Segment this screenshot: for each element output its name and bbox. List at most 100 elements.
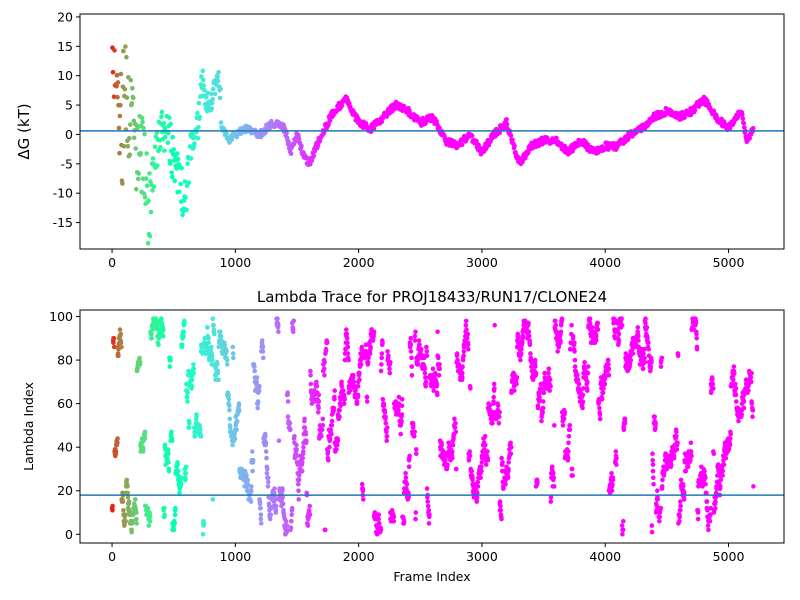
lambda-point xyxy=(226,392,231,398)
lambda-point xyxy=(267,516,273,522)
lambda-point xyxy=(619,316,624,322)
lambda-point xyxy=(183,464,189,470)
lambda-point xyxy=(483,442,488,448)
lambda-point xyxy=(355,392,361,398)
delta-g-point xyxy=(218,86,223,92)
lambda-point xyxy=(168,357,173,363)
lambda-point xyxy=(593,338,599,343)
lambda-point xyxy=(380,397,386,402)
lambda-point xyxy=(115,440,120,446)
lambda-point xyxy=(567,427,573,433)
delta-g-point xyxy=(145,240,151,246)
lambda-point xyxy=(515,336,521,341)
lambda-point xyxy=(344,331,350,337)
lambda-point xyxy=(182,320,187,326)
lambda-point xyxy=(185,399,190,404)
lambda-point xyxy=(425,503,431,509)
lambda-point xyxy=(316,399,322,404)
lambda-point xyxy=(387,370,393,376)
delta-g-point xyxy=(117,113,123,119)
lambda-point xyxy=(733,381,738,387)
lambda-point xyxy=(300,460,305,465)
lambda-point xyxy=(681,490,687,496)
lambda-point xyxy=(258,512,264,517)
lambda-point xyxy=(289,505,295,511)
lambda-point xyxy=(359,344,365,350)
lambda-point xyxy=(189,377,195,383)
lambda-point xyxy=(154,322,160,328)
lambda-point xyxy=(660,477,665,483)
lambda-point xyxy=(186,425,192,430)
lambda-point xyxy=(585,379,590,385)
lambda-point xyxy=(273,503,279,509)
lambda-point xyxy=(386,353,391,359)
lambda-point xyxy=(527,342,533,348)
lambda-point xyxy=(299,468,305,474)
lambda-point xyxy=(283,518,289,524)
lambda-point xyxy=(642,360,648,365)
lambda-point xyxy=(474,499,480,504)
lambda-point xyxy=(118,340,124,346)
lambda-point xyxy=(292,434,297,439)
lambda-point xyxy=(345,340,350,346)
y-tick-label: 10 xyxy=(57,68,73,83)
lambda-point xyxy=(741,399,747,404)
lambda-point xyxy=(111,340,116,346)
y-tick-label: 5 xyxy=(65,98,73,113)
lambda-point xyxy=(708,505,713,511)
lambda-point xyxy=(726,447,732,452)
delta-g-point xyxy=(136,171,141,176)
lambda-point xyxy=(585,364,591,369)
lambda-point xyxy=(582,360,587,365)
lambda-point xyxy=(597,412,603,417)
lambda-point xyxy=(585,370,591,376)
lambda-point xyxy=(378,527,384,533)
lambda-point xyxy=(565,455,571,461)
lambda-point xyxy=(520,340,525,346)
lambda-point xyxy=(384,434,390,439)
lambda-point xyxy=(250,458,256,463)
lambda-point xyxy=(704,490,709,496)
lambda-point xyxy=(423,375,429,380)
lambda-point xyxy=(733,392,739,398)
lambda-point xyxy=(736,418,741,424)
lambda-point xyxy=(285,399,291,404)
lambda-point xyxy=(548,495,554,500)
lambda-point xyxy=(479,464,484,470)
lambda-point xyxy=(409,355,414,361)
lambda-point xyxy=(435,392,440,398)
delta-g-point xyxy=(162,148,167,153)
lambda-point xyxy=(520,333,526,339)
lambda-point xyxy=(678,508,683,513)
lambda-point xyxy=(652,414,657,420)
lambda-point xyxy=(464,336,470,341)
delta-g-point xyxy=(199,74,204,79)
lambda-point xyxy=(695,510,701,515)
lambda-point xyxy=(636,338,641,343)
lambda-point xyxy=(399,397,405,402)
lambda-point xyxy=(492,386,497,391)
lambda-point xyxy=(499,455,504,461)
lambda-point xyxy=(175,462,180,467)
lambda-point xyxy=(399,418,404,424)
delta-g-point xyxy=(144,183,150,188)
delta-g-point xyxy=(288,151,294,156)
y-tick-label: -5 xyxy=(61,156,73,171)
delta-g-point xyxy=(212,91,218,97)
lambda-point xyxy=(479,460,485,465)
delta-g-point xyxy=(182,179,188,184)
lambda-point xyxy=(487,403,493,409)
lambda-point xyxy=(541,390,547,396)
lambda-point xyxy=(284,523,290,528)
lambda-point xyxy=(334,447,339,452)
lambda-point xyxy=(230,442,235,448)
lambda-point xyxy=(500,460,505,465)
lambda-point xyxy=(465,331,471,337)
lambda-point xyxy=(276,322,281,328)
lambda-point xyxy=(265,466,270,472)
delta-g-point xyxy=(183,195,188,200)
lambda-point xyxy=(245,477,251,483)
lambda-point xyxy=(406,495,412,500)
lambda-point xyxy=(424,353,430,359)
lambda-point xyxy=(296,481,301,487)
